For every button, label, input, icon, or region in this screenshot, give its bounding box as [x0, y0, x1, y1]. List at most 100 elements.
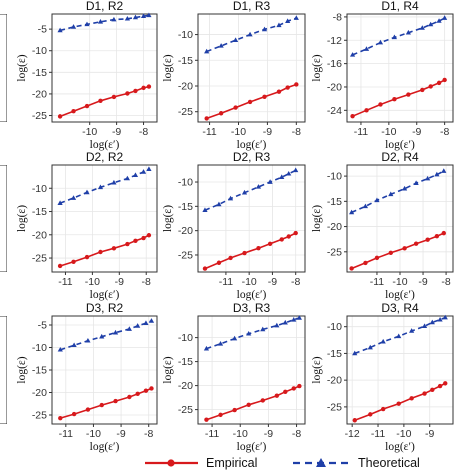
empirical-point [286, 234, 291, 239]
panel-title: D3, R4 [381, 301, 419, 315]
y-tick-label: -12 [327, 35, 342, 47]
series-theoretical [349, 15, 448, 57]
empirical-point [378, 102, 383, 107]
empirical-point [430, 387, 435, 392]
x-axis-label: log(ε′) [237, 289, 267, 301]
theoretical-point [352, 350, 358, 356]
theoretical-point [279, 174, 285, 179]
theoretical-point [203, 345, 210, 351]
plot-frame [0, 316, 7, 424]
theoretical-point [274, 322, 280, 328]
empirical-point [98, 249, 103, 255]
y-tick-label: -15 [178, 356, 193, 368]
x-tick-label: -11 [371, 428, 386, 440]
theoretical-point [135, 323, 141, 328]
theoretical-point [124, 175, 130, 181]
empirical-point [204, 116, 209, 121]
y-tick-label: -15 [178, 55, 193, 67]
y-tick-label: -25 [178, 404, 193, 416]
empirical-point [111, 246, 117, 251]
series-theoretical [57, 12, 152, 33]
panel-10: -11 -10 -9 -8 -25 -20 -15 -10 D3, R3 log(ε′) log(ε… [162, 301, 306, 453]
x-tick-label: -10 [231, 126, 246, 138]
panel-title: D2, R2 [86, 150, 124, 164]
legend-theoretical-marker [316, 458, 326, 467]
series-theoretical [203, 315, 302, 351]
theoretical-point [255, 184, 262, 189]
empirical-point [283, 389, 288, 395]
theoretical-point [377, 39, 384, 45]
y-axis-label: log(ε) [311, 356, 323, 383]
empirical-point [58, 415, 63, 421]
y-tick-label: -25 [32, 253, 47, 265]
y-tick-label: -10 [32, 45, 47, 57]
empirical-point [406, 92, 411, 97]
theoretical-point [111, 179, 117, 185]
plot-frame [197, 164, 306, 273]
x-tick-label: -10 [381, 126, 396, 138]
x-tick-label: -11 [202, 126, 217, 138]
theoretical-point [217, 341, 224, 346]
y-axis-label: log(ε) [16, 54, 28, 81]
theoretical-point [413, 180, 419, 185]
empirical-point [125, 91, 130, 96]
y-tick-label: -10 [178, 29, 193, 41]
series-empirical [349, 230, 446, 271]
legend-empirical-label: Empirical [206, 456, 257, 470]
y-tick-label: -10 [327, 321, 342, 333]
x-tick-label: -9 [418, 276, 427, 288]
series-empirical [202, 230, 298, 271]
empirical-point [276, 89, 282, 94]
empirical-point [428, 84, 433, 89]
plot-frame [0, 165, 7, 272]
theoretical-point [286, 170, 292, 176]
theoretical-point [126, 326, 132, 331]
panel-7: -11 -10 -9 -8 -25 -20 -15 -10 D2, R4 log(ε′) log(ε… [311, 150, 454, 301]
theoretical-line [60, 320, 152, 351]
theoretical-point [143, 320, 149, 325]
empirical-point [135, 391, 140, 397]
x-tick-label: -9 [112, 126, 121, 138]
theoretical-point [409, 328, 415, 333]
plot-frame [51, 13, 158, 123]
empirical-point [204, 417, 209, 422]
y-tick-label: -10 [32, 342, 47, 354]
y-axis-label: log(ε) [311, 54, 323, 81]
theoretical-point [349, 209, 355, 215]
series-empirical [204, 82, 299, 121]
x-axis-label: log(ε′) [237, 139, 267, 151]
x-tick-label: -8 [440, 126, 449, 138]
empirical-point [216, 260, 222, 265]
y-tick-label: -20 [178, 81, 193, 93]
empirical-point [71, 259, 76, 264]
y-tick-label: -20 [327, 81, 342, 93]
empirical-point [98, 98, 103, 104]
theoretical-line [59, 168, 150, 204]
empirical-point [85, 407, 91, 412]
theoretical-point [261, 26, 268, 32]
theoretical-line [206, 17, 297, 53]
y-tick-label: -5 [38, 320, 47, 332]
empirical-point [442, 77, 447, 83]
x-tick-label: -11 [205, 428, 220, 440]
panel-title: D1, R4 [381, 0, 419, 13]
theoretical-line [351, 170, 445, 214]
plot-frame [346, 315, 454, 425]
theoretical-point [349, 52, 356, 57]
theoretical-point [111, 16, 117, 22]
series-empirical [350, 77, 447, 119]
theoretical-point [112, 329, 119, 335]
theoretical-point [396, 333, 402, 339]
theoretical-point [146, 12, 152, 18]
y-tick-label: -15 [32, 365, 47, 377]
theoretical-point [419, 25, 425, 30]
empirical-point [293, 230, 298, 236]
series-empirical [204, 383, 302, 422]
empirical-point [392, 97, 397, 102]
empirical-point [127, 394, 132, 400]
empirical-point [149, 386, 154, 391]
theoretical-point [140, 169, 147, 174]
theoretical-point [218, 43, 224, 48]
y-tick-label: -10 [32, 183, 47, 195]
